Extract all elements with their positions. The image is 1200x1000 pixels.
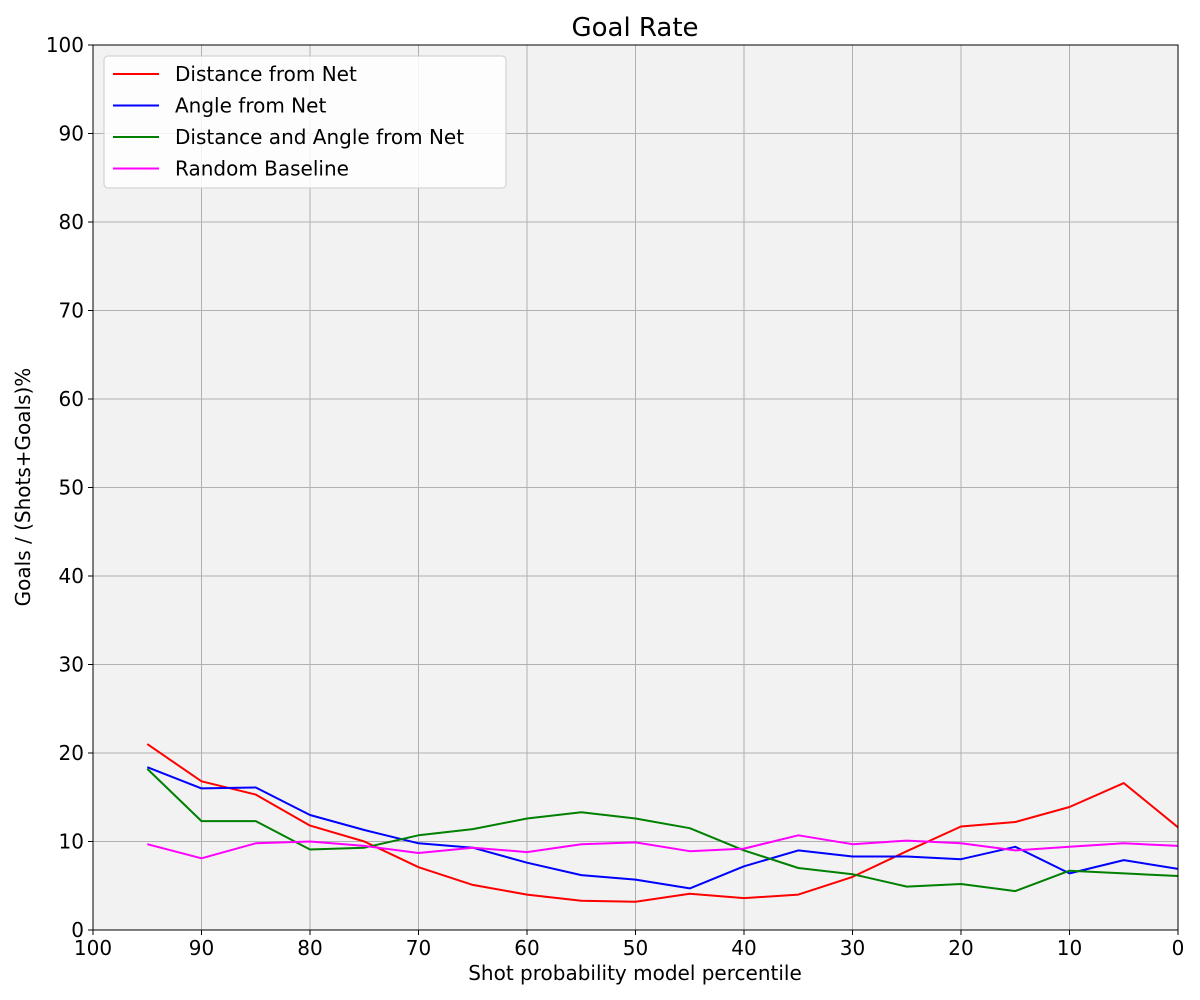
x-tick-label: 80 [297, 936, 322, 960]
y-tick-label: 60 [59, 387, 84, 411]
legend-label: Random Baseline [175, 157, 349, 181]
x-tick-label: 90 [189, 936, 214, 960]
y-axis-ticks: 0 10 20 30 40 50 60 70 80 90 100 [46, 33, 93, 942]
y-tick-label: 50 [59, 476, 84, 500]
x-axis-title: Shot probability model percentile [468, 961, 802, 985]
series-line-2 [146, 768, 1179, 893]
y-tick-label: 10 [59, 830, 84, 854]
legend-box [103, 55, 507, 189]
y-tick-label: 20 [59, 741, 84, 765]
x-tick-label: 10 [1057, 936, 1082, 960]
y-tick-label: 100 [46, 33, 84, 57]
y-tick-label: 30 [59, 653, 84, 677]
x-tick-label: 50 [623, 936, 648, 960]
y-tick-label: 70 [59, 299, 84, 323]
y-tick-label: 80 [59, 210, 84, 234]
legend: Distance from Net Angle from Net Distance … [103, 55, 507, 189]
x-tick-label: 70 [406, 936, 431, 960]
x-tick-label: 40 [731, 936, 756, 960]
x-tick-label: 60 [514, 936, 539, 960]
y-axis-title: Goals / (Shots+Goals)% [11, 368, 35, 607]
y-tick-label: 90 [59, 122, 84, 146]
series-lines [146, 743, 1179, 903]
x-axis-ticks: 100 90 80 70 60 50 40 30 20 10 0 [74, 930, 1184, 960]
x-tick-label: 30 [840, 936, 865, 960]
x-tick-label: 100 [74, 936, 112, 960]
x-tick-label: 0 [1172, 936, 1185, 960]
legend-label: Angle from Net [175, 94, 326, 118]
chart-title: Goal Rate [571, 13, 698, 43]
x-tick-label: 20 [948, 936, 973, 960]
legend-label: Distance from Net [175, 62, 357, 86]
y-tick-label: 0 [71, 918, 84, 942]
series-line-0 [146, 743, 1179, 903]
y-tick-label: 40 [59, 564, 84, 588]
legend-label: Distance and Angle from Net [175, 125, 464, 149]
series-line-3 [147, 834, 1179, 860]
